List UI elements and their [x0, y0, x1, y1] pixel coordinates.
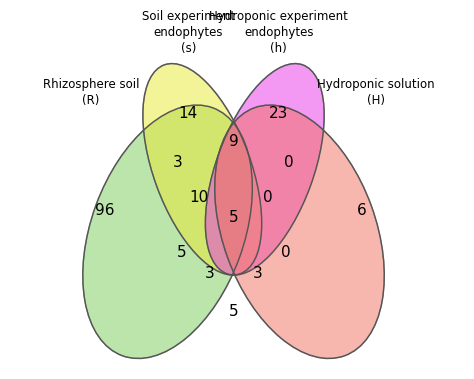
Text: 23: 23 [269, 106, 288, 121]
Text: Hydroponic solution
(H): Hydroponic solution (H) [317, 78, 435, 107]
Text: 9: 9 [228, 134, 238, 149]
Text: 5: 5 [229, 304, 238, 319]
Text: 3: 3 [253, 266, 263, 281]
Text: 0: 0 [281, 245, 291, 260]
Text: 3: 3 [173, 155, 183, 170]
Text: 3: 3 [204, 266, 214, 281]
Text: 0: 0 [284, 155, 294, 170]
Ellipse shape [83, 105, 252, 359]
Text: 6: 6 [357, 204, 367, 218]
Text: 5: 5 [229, 210, 238, 226]
Text: 0: 0 [264, 190, 273, 205]
Text: 14: 14 [179, 106, 198, 121]
Text: Rhizosphere soil
(R): Rhizosphere soil (R) [43, 78, 139, 107]
Text: 10: 10 [189, 190, 209, 205]
Text: 5: 5 [177, 245, 186, 260]
Ellipse shape [143, 64, 262, 275]
Ellipse shape [215, 105, 384, 359]
Text: 96: 96 [95, 204, 115, 218]
Text: Soil experiment
endophytes
(s): Soil experiment endophytes (s) [142, 10, 235, 55]
Text: Hydroponic experiment
endophytes
(h): Hydroponic experiment endophytes (h) [209, 10, 348, 55]
Ellipse shape [205, 64, 324, 275]
